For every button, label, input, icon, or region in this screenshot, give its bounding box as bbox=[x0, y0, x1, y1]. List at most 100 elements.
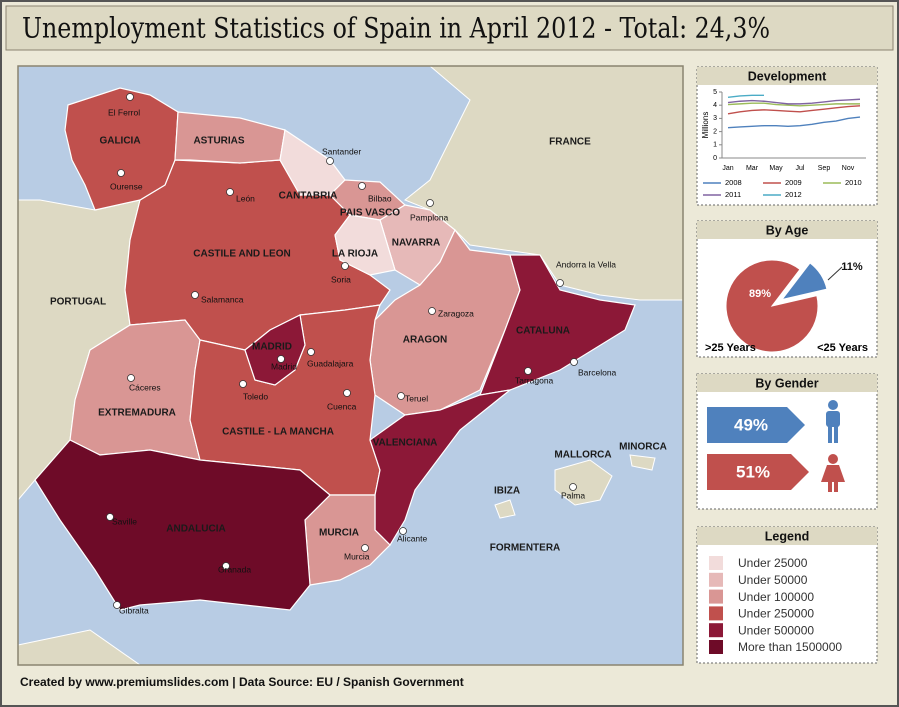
region-label: NAVARRA bbox=[392, 238, 441, 249]
land bbox=[629, 454, 656, 471]
place-label: MINORCA bbox=[619, 442, 667, 453]
panel-header bbox=[697, 527, 877, 545]
city-marker bbox=[222, 562, 230, 570]
region-label: PAIS VASCO bbox=[340, 208, 400, 219]
region-label: VALENCIANA bbox=[373, 438, 438, 449]
place-label: FRANCE bbox=[549, 137, 591, 148]
land bbox=[404, 65, 684, 301]
city-label: Zaragoza bbox=[438, 308, 474, 318]
legend-swatch bbox=[709, 640, 723, 654]
city-label: Madrid bbox=[271, 361, 297, 371]
panel-title: By Gender bbox=[755, 376, 818, 390]
city-marker bbox=[399, 527, 407, 535]
region bbox=[174, 111, 286, 164]
legend-swatch bbox=[709, 556, 723, 570]
region-label: EXTREMADURA bbox=[98, 408, 176, 419]
city-marker bbox=[426, 199, 434, 207]
city-label: Bilbao bbox=[368, 193, 392, 203]
city-label: Palma bbox=[561, 490, 585, 500]
pie-slice bbox=[780, 262, 828, 301]
panel-header bbox=[697, 374, 877, 392]
city-marker bbox=[556, 279, 564, 287]
region-label: MADRID bbox=[252, 342, 292, 353]
y-tick-label: 3 bbox=[713, 115, 717, 122]
y-tick-label: 5 bbox=[713, 89, 717, 96]
city-label: El Ferrol bbox=[108, 107, 140, 117]
female-icon bbox=[821, 454, 845, 492]
city-label: Santander bbox=[322, 146, 361, 156]
city-label: Salamanca bbox=[201, 294, 244, 304]
panel-title: By Age bbox=[766, 223, 809, 237]
place-label: IBIZA bbox=[494, 486, 520, 497]
city-marker bbox=[358, 182, 366, 190]
city-marker bbox=[326, 157, 334, 165]
place-label: MALLORCA bbox=[554, 450, 611, 461]
city-marker bbox=[341, 262, 349, 270]
pie-slice bbox=[725, 259, 819, 353]
city-label: Teruel bbox=[405, 393, 428, 403]
city-marker bbox=[307, 348, 315, 356]
legend-label: 2009 bbox=[785, 178, 802, 187]
city-marker bbox=[397, 392, 405, 400]
arrow-bar bbox=[707, 454, 809, 490]
region-label: LA RIOJA bbox=[332, 249, 378, 260]
x-tick-label: Sep bbox=[818, 165, 831, 172]
y-tick-label: 1 bbox=[713, 142, 717, 149]
legend-swatch bbox=[709, 572, 723, 587]
city-label: Andorra la Vella bbox=[556, 259, 616, 269]
city-label: Gibralta bbox=[119, 605, 149, 615]
city-label: Toledo bbox=[243, 391, 268, 401]
legend-swatch bbox=[709, 623, 723, 638]
legend-label: Under 50000 bbox=[738, 573, 808, 587]
line-series bbox=[727, 105, 861, 115]
arrow-bar bbox=[707, 407, 805, 443]
x-tick-label: May bbox=[769, 165, 783, 172]
x-tick-label: Mar bbox=[746, 165, 759, 172]
legend-label: 2011 bbox=[725, 190, 741, 199]
city-label: León bbox=[236, 193, 255, 203]
city-label: Barcelona bbox=[578, 367, 617, 377]
city-marker bbox=[569, 483, 577, 491]
region bbox=[244, 314, 306, 386]
city-marker bbox=[524, 367, 532, 375]
city-marker bbox=[126, 93, 134, 101]
place-label: FORMENTERA bbox=[490, 543, 561, 554]
city-marker bbox=[361, 544, 369, 552]
map-frame bbox=[17, 65, 684, 666]
legend-label: Under 250000 bbox=[738, 607, 814, 621]
line-series bbox=[727, 98, 861, 105]
panel-title: Development bbox=[748, 69, 827, 83]
x-tick-label: Jan bbox=[722, 165, 733, 172]
category-label: >25 Years bbox=[705, 342, 756, 354]
city-label: Cáceres bbox=[129, 382, 161, 392]
city-marker bbox=[343, 389, 351, 397]
region-label: ARAGON bbox=[403, 335, 447, 346]
legend-label: Under 100000 bbox=[738, 590, 814, 604]
y-tick-label: 4 bbox=[713, 102, 717, 109]
city-marker bbox=[239, 380, 247, 388]
page-title: Unemployment Statistics of Spain in Apri… bbox=[22, 12, 770, 45]
city-label: Cuenca bbox=[327, 401, 357, 411]
legend-label: More than 1500000 bbox=[738, 640, 842, 654]
city-marker bbox=[570, 358, 578, 366]
line-series bbox=[727, 116, 861, 129]
y-tick-label: 2 bbox=[713, 128, 717, 135]
land bbox=[554, 459, 613, 506]
city-marker bbox=[106, 513, 114, 521]
x-tick-label: Jul bbox=[796, 165, 805, 172]
panel-header bbox=[697, 221, 877, 239]
region-label: GALICIA bbox=[99, 136, 140, 147]
legend-swatch bbox=[709, 589, 723, 604]
title-bar bbox=[5, 5, 894, 51]
male-icon bbox=[826, 400, 840, 443]
bar-value-label: 51% bbox=[736, 462, 770, 481]
legend-label: 2012 bbox=[785, 190, 802, 199]
panel-title: Legend bbox=[765, 529, 809, 543]
y-tick-label: 0 bbox=[713, 155, 717, 162]
leader bbox=[827, 266, 843, 281]
panel-header bbox=[697, 67, 877, 85]
region-label: ASTURIAS bbox=[193, 136, 244, 147]
legend-label: Under 500000 bbox=[738, 623, 814, 637]
y-axis-label: Millions bbox=[701, 112, 710, 139]
category-label: <25 Years bbox=[817, 342, 868, 354]
